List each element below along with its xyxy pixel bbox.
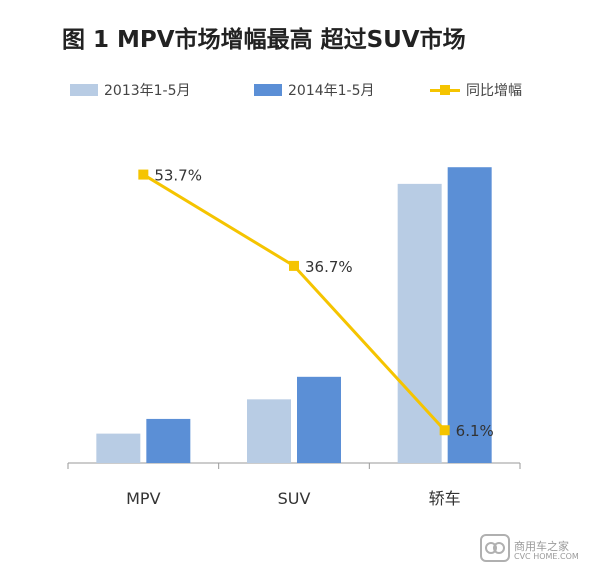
watermark: 商用车之家 CVC HOME.COM (480, 530, 595, 566)
legend-item-2013: 2013年1-5月 (70, 80, 191, 100)
growth-data-label: 36.7% (305, 258, 353, 276)
legend-label-2013: 2013年1-5月 (104, 83, 191, 99)
bar-2013-1 (247, 399, 291, 463)
chart-title: 图 1 MPV市场增幅最高 超过SUV市场 (62, 27, 466, 53)
watermark-subtext: CVC HOME.COM (514, 552, 579, 561)
bar-2014-0 (146, 418, 191, 463)
bar-2014-2 (447, 167, 492, 463)
bar-2013-0 (96, 433, 141, 463)
legend-swatch-growth (430, 84, 460, 96)
growth-data-label: 6.1% (456, 422, 494, 440)
x-tick-label: 轿车 (429, 489, 461, 508)
growth-point-0 (138, 169, 149, 180)
bar-2014-1 (297, 376, 341, 463)
watermark-logo-icon (480, 534, 510, 562)
watermark-text: 商用车之家 (514, 540, 569, 553)
growth-data-label: 53.7% (154, 167, 202, 185)
x-tick-label: MPV (126, 489, 160, 508)
legend-label-2014: 2014年1-5月 (288, 83, 375, 99)
x-tick-label: SUV (278, 489, 311, 508)
legend-item-2014: 2014年1-5月 (254, 80, 375, 100)
legend-swatch-2013 (70, 84, 98, 96)
bar-2013-2 (397, 183, 442, 463)
legend-label-growth: 同比增幅 (466, 83, 522, 99)
growth-point-2 (439, 425, 450, 436)
legend-swatch-2014 (254, 84, 282, 96)
growth-point-1 (289, 260, 299, 271)
legend-item-growth: 同比增幅 (430, 80, 522, 100)
legend: 2013年1-5月 2014年1-5月 同比增幅 (70, 80, 590, 102)
